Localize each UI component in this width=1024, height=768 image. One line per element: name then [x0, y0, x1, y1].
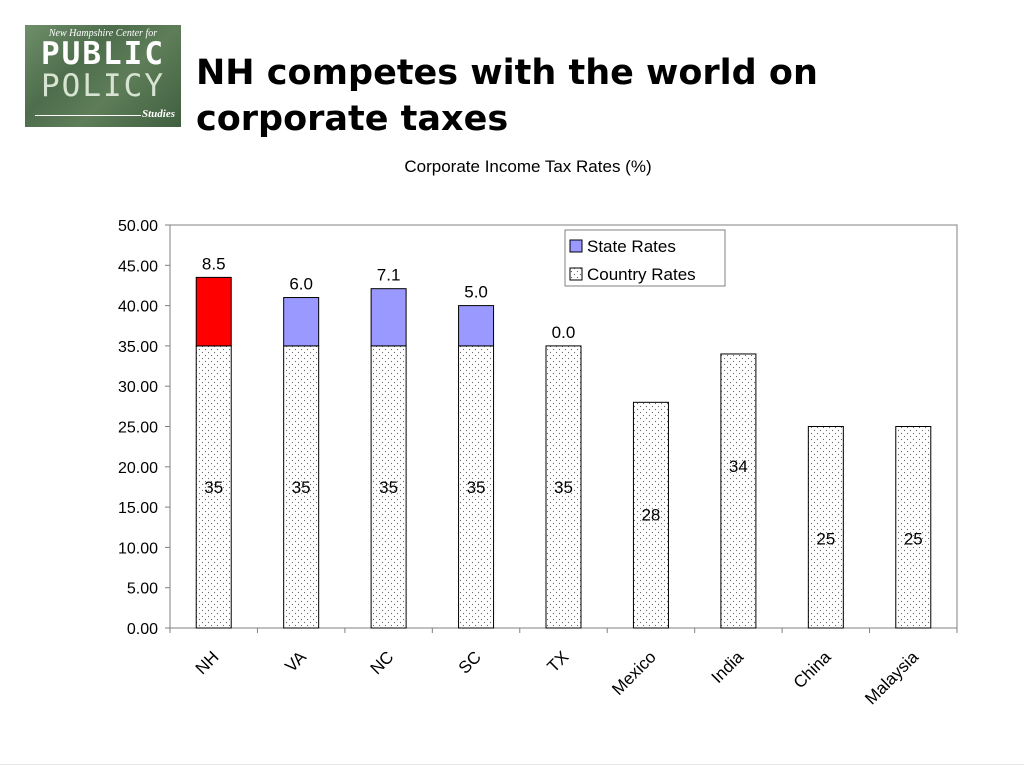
- x-category-label: TX: [544, 647, 573, 676]
- state-rate-bar: [195, 276, 232, 347]
- state-rate-label: 6.0: [289, 275, 313, 294]
- state-rate-bar: [458, 305, 495, 347]
- y-tick-label: 45.00: [118, 258, 158, 275]
- country-rate-bar: [632, 401, 669, 629]
- country-rate-label: 35: [379, 478, 398, 497]
- state-rate-bar: [283, 297, 320, 347]
- y-tick-label: 5.00: [127, 581, 158, 598]
- footer-rule: [0, 764, 1024, 765]
- country-rate-bar: [807, 426, 844, 629]
- logo-line-policy: POLICY: [41, 68, 165, 104]
- state-rate-label: 5.0: [464, 283, 488, 302]
- public-policy-logo: New Hampshire Center for PUBLIC POLICY S…: [25, 25, 181, 127]
- country-rate-bar: [195, 345, 232, 629]
- y-tick-label: 15.00: [118, 500, 158, 517]
- y-tick-label: 35.00: [118, 339, 158, 356]
- state-rate-label: 0.0: [552, 323, 576, 342]
- x-category-label: NC: [367, 647, 398, 678]
- y-tick-label: 40.00: [118, 299, 158, 316]
- state-rate-label: 8.5: [202, 254, 226, 273]
- x-category-label: VA: [281, 647, 310, 676]
- country-rate-bar: [545, 345, 582, 629]
- legend-box: [564, 229, 726, 287]
- y-tick-label: 20.00: [118, 460, 158, 477]
- country-rate-label: 25: [904, 530, 923, 549]
- y-tick-label: 30.00: [118, 379, 158, 396]
- x-category-label: India: [708, 647, 748, 687]
- logo-line-center: New Hampshire Center for: [48, 28, 158, 39]
- country-rate-label: 35: [554, 478, 573, 497]
- y-tick-label: 0.00: [127, 621, 158, 638]
- state-rate-label: 7.1: [377, 266, 401, 285]
- country-rate-label: 35: [467, 478, 486, 497]
- country-rate-label: 35: [292, 478, 311, 497]
- y-tick-label: 10.00: [118, 540, 158, 557]
- legend-swatch-country: [569, 267, 583, 281]
- x-category-label: SC: [455, 647, 485, 677]
- x-category-label: NH: [192, 647, 223, 678]
- legend-swatch-state: [569, 239, 583, 253]
- logo-line-public: PUBLIC: [41, 36, 165, 72]
- country-rate-bar: [895, 426, 932, 629]
- legend-label: Country Rates: [587, 265, 696, 284]
- y-tick-label: 50.00: [118, 218, 158, 235]
- country-rate-bar: [370, 345, 407, 629]
- x-category-label: Malaysia: [861, 647, 922, 708]
- chart-title: Corporate Income Tax Rates (%): [404, 157, 652, 176]
- x-category-label: Mexico: [608, 647, 660, 699]
- country-rate-bar: [720, 353, 757, 629]
- state-rate-bar: [370, 288, 407, 347]
- logo-rule: [35, 115, 141, 116]
- legend-label: State Rates: [587, 237, 676, 256]
- country-rate-label: 34: [729, 457, 748, 476]
- slide-title: NH competes with the world on corporate …: [196, 53, 818, 139]
- country-rate-bar: [458, 345, 495, 629]
- country-rate-label: 35: [204, 478, 223, 497]
- logo-line-studies: Studies: [141, 108, 175, 120]
- country-rate-label: 28: [641, 505, 660, 524]
- y-tick-label: 25.00: [118, 420, 158, 437]
- country-rate-bar: [283, 345, 320, 629]
- country-rate-label: 25: [816, 530, 835, 549]
- x-category-label: China: [790, 647, 835, 692]
